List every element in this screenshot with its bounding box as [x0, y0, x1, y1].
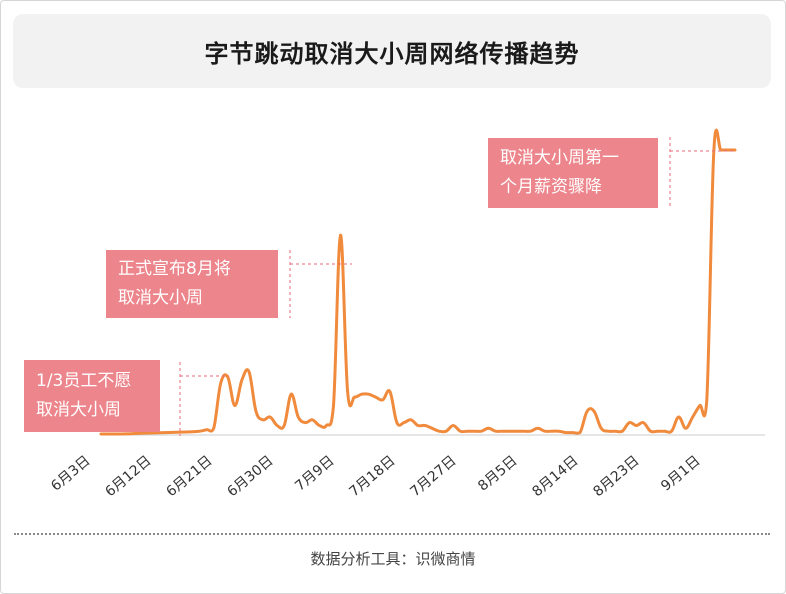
x-tick-label: 8月14日	[529, 453, 581, 500]
x-tick-label: 7月27日	[407, 453, 459, 500]
annotation-official-announcement: 正式宣布8月将 取消大小周	[106, 250, 278, 318]
x-tick-label: 7月18日	[346, 453, 398, 500]
x-tick-label: 8月5日	[475, 453, 520, 495]
annotation-line: 取消大小周	[36, 400, 121, 420]
x-tick-label: 6月21日	[163, 453, 215, 500]
chart-title: 字节跳动取消大小周网络传播趋势	[204, 39, 580, 68]
series-line	[99, 128, 737, 436]
annotation-staff-unwilling: 1/3员工不愿 取消大小周	[24, 360, 160, 432]
annotation-line: 1/3员工不愿	[36, 371, 132, 391]
footer-divider	[14, 533, 770, 535]
data-source-label: 数据分析工具：识微商情	[310, 550, 476, 568]
x-tick-label: 6月12日	[102, 453, 154, 500]
title-bar: 字节跳动取消大小周网络传播趋势	[13, 14, 771, 88]
annotation-line: 个月薪资骤降	[500, 177, 602, 197]
x-tick-label: 6月30日	[224, 453, 276, 500]
annotation-line: 取消大小周	[118, 288, 203, 308]
x-tick-label: 9月1日	[658, 453, 703, 495]
x-tick-label: 7月9日	[292, 453, 337, 495]
x-tick-label: 8月23日	[590, 453, 642, 500]
x-tick-label: 6月3日	[48, 453, 93, 495]
annotation-line: 取消大小周第一	[500, 148, 619, 168]
annotation-line: 正式宣布8月将	[118, 259, 231, 279]
annotation-salary-drop: 取消大小周第一 个月薪资骤降	[488, 138, 658, 208]
